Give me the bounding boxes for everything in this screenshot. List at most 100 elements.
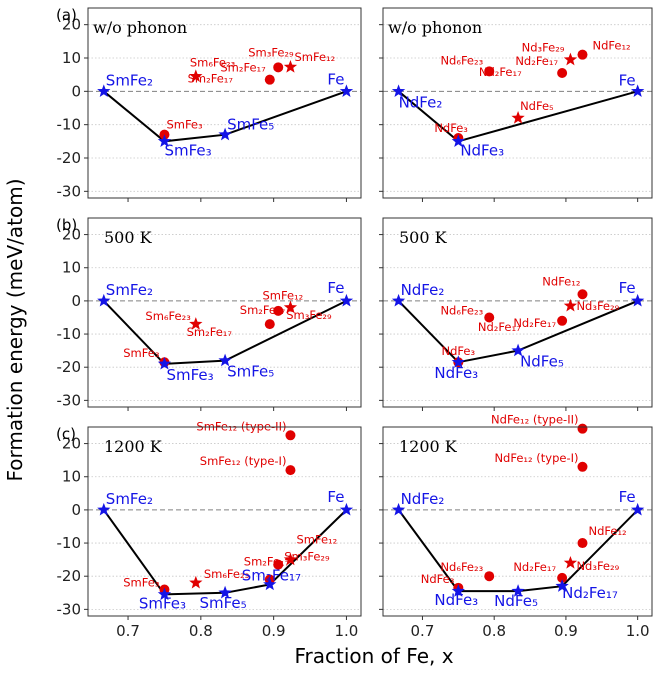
unstable-point [273,559,284,570]
unstable-star [283,300,298,314]
x-tick-label: 1.0 [626,622,650,640]
unstable-point [557,68,568,78]
x-tick-label: 1.0 [335,622,359,640]
unstable-label: Sm₃Fe₂₉ [248,45,294,59]
stable-star [451,355,465,368]
panel-tag: (a) [56,6,77,24]
stable-label: SmFe₂ [106,490,153,508]
x-tick-label: 0.8 [189,622,213,640]
unstable-label: SmFe₃ [166,118,203,132]
hull-line [397,299,639,364]
unstable-label: NdFe₁₂ (type-II) [491,413,578,427]
stable-star [555,579,569,592]
unstable-label: Nd₃Fe₂₉ [576,299,619,313]
panel-frame [382,217,653,408]
unstable-point [264,74,275,85]
stable-star [631,502,645,516]
x-tick-label: 0.8 [482,622,506,640]
y-axis-title: Formation energy (meV/atom) [3,179,27,482]
unstable-point [273,305,284,316]
panel-4: NdFe₃ Nd₆Fe₂₃ Nd₂Fe₁₇ Nd₃Fe₂₉ NdFe₁₂ NdFe₂ NdF… [379,217,653,411]
stable-label: Fe [327,279,344,297]
hull-line [103,300,347,365]
x-axis-title: Fraction of Fe, x [294,644,453,668]
y-tick-label: 10 [62,468,81,486]
unstable-label: Sm₃Fe₂₉ [284,550,330,564]
unstable-label: NdFe₁₂ [542,274,580,288]
unstable-point [577,423,588,434]
stable-star [511,584,525,597]
stable-label: NdFe₃ [434,591,478,609]
unstable-point [484,312,495,323]
y-tick-label: -30 [57,600,82,618]
unstable-point [264,319,275,330]
stable-star [218,353,232,367]
panel-tag: (b) [56,216,77,234]
annotation-label: Nd₂Fe₁₇ [478,320,521,334]
unstable-label: Sm₆Fe₂₃ [204,567,250,581]
panel-tag: (c) [56,425,76,443]
stable-star [157,356,172,370]
stable-star [391,84,406,97]
annotation-label: Nd₂Fe₁₇ [479,65,522,79]
stable-label: NdFe₂ [399,93,443,111]
y-tick-label: -30 [57,182,82,200]
unstable-label: SmFe₁₂ (type-II) [196,419,286,433]
hull-line [103,90,347,143]
unstable-label: NdFe₃ [442,344,476,358]
stable-label: SmFe₅ [227,363,274,381]
panel-frame [87,7,362,199]
y-tick-label: -30 [57,391,82,409]
unstable-label: Nd₂Fe₁₇ [513,316,556,330]
stable-star [391,293,406,307]
unstable-star [563,555,578,569]
stable-label: Fe [619,71,636,89]
unstable-label: SmFe₁₂ [262,289,303,303]
unstable-star [563,298,578,312]
unstable-star [189,575,203,589]
unstable-star [283,60,298,73]
stable-star [97,84,111,97]
y-tick-label: 10 [62,49,81,67]
unstable-label: Nd₂Fe₁₇ [515,54,558,68]
stable-star [157,587,172,601]
stable-label: SmFe₃ [164,141,211,159]
unstable-label: Sm₆Fe₂₃ [145,309,191,323]
unstable-label: Nd₆Fe₂₃ [440,53,483,67]
y-tick-label: 0 [71,82,81,100]
stable-star [339,293,354,307]
unstable-point [577,289,588,300]
stable-label: NdFe₅ [520,353,564,371]
unstable-label: SmFe₃ [123,575,160,589]
unstable-point [557,572,568,583]
unstable-label: SmFe₁₂ [296,533,337,547]
stable-label: Fe [619,279,636,297]
y-tick-label: 20 [62,16,81,34]
unstable-label: SmFe₁₂ [294,50,335,64]
stable-label: NdFe₅ [494,592,538,610]
x-tick-label: 0.9 [262,622,286,640]
stable-star [631,84,645,97]
annotation-label: Sm₂Fe₁₇ [187,325,233,339]
unstable-label: Sm₆Fe₂₃ [190,55,236,69]
stable-star [451,584,465,597]
stable-star [339,502,354,516]
panel-frame [382,426,653,617]
unstable-label: NdFe₃ [421,572,455,586]
y-tick-label: -20 [57,149,82,167]
unstable-label: NdFe₁₂ [588,524,626,538]
unstable-star [511,111,525,124]
stable-label: Fe [327,488,344,506]
panel-title: 500 K [104,228,153,247]
unstable-label: SmFe₃ [123,346,160,360]
unstable-point [273,62,284,73]
stable-label: SmFe₃ [166,366,213,384]
x-tick-label: 0.9 [554,622,578,640]
panel-frame [87,426,362,617]
stable-star [157,134,172,147]
stable-label: NdFe₂ [401,490,445,508]
stable-label: SmFe₂ [106,281,153,299]
